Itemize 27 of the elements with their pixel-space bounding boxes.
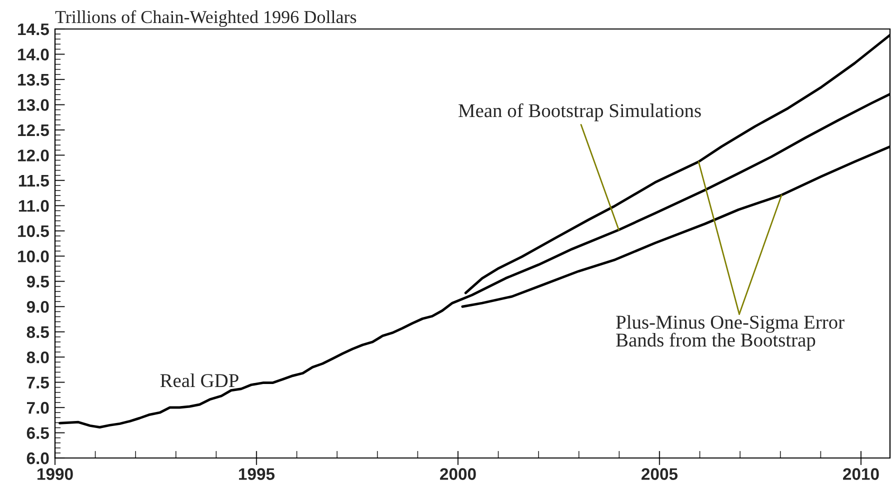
x-tick-label: 1990 bbox=[38, 468, 73, 480]
annotation: Mean of Bootstrap Simulations bbox=[458, 103, 701, 122]
y-tick-label: 12.0 bbox=[18, 150, 49, 162]
y-tick-label: 8.5 bbox=[26, 326, 49, 338]
x-tick-label: 2010 bbox=[843, 468, 879, 480]
y-tick-label: 12.5 bbox=[18, 124, 49, 136]
y-tick-label: 11.0 bbox=[18, 200, 49, 212]
y-tick-label: 6.5 bbox=[26, 427, 49, 439]
y-tick-label: 10.5 bbox=[18, 225, 49, 238]
y-tick-label: 9.0 bbox=[26, 300, 49, 313]
x-tick-label: 2005 bbox=[642, 468, 678, 480]
y-tick-label: 13.5 bbox=[18, 74, 49, 86]
x-tick-label: 2000 bbox=[440, 468, 476, 480]
y-tick-label: 6.0 bbox=[26, 452, 49, 464]
y-tick-label: 10.0 bbox=[18, 250, 49, 262]
y-tick-label: 9.5 bbox=[26, 276, 49, 288]
y-tick-label: 7.0 bbox=[26, 402, 49, 414]
y-tick-label: 7.5 bbox=[26, 376, 49, 388]
annotation: Plus-Minus One-Sigma Error Bands from the Bootstrap bbox=[616, 315, 844, 351]
annotation: Real GDP bbox=[160, 373, 238, 388]
x-tick-label: 1995 bbox=[239, 468, 275, 480]
y-tick-label: 14.5 bbox=[18, 24, 49, 36]
y-axis-title: Trillions of Chain-Weighted 1996 Dollars bbox=[55, 10, 356, 27]
y-tick-label: 14.0 bbox=[18, 48, 49, 60]
y-tick-label: 8.0 bbox=[26, 351, 49, 364]
y-tick-label: 11.5 bbox=[18, 174, 49, 187]
y-tick-label: 13.0 bbox=[18, 99, 49, 111]
